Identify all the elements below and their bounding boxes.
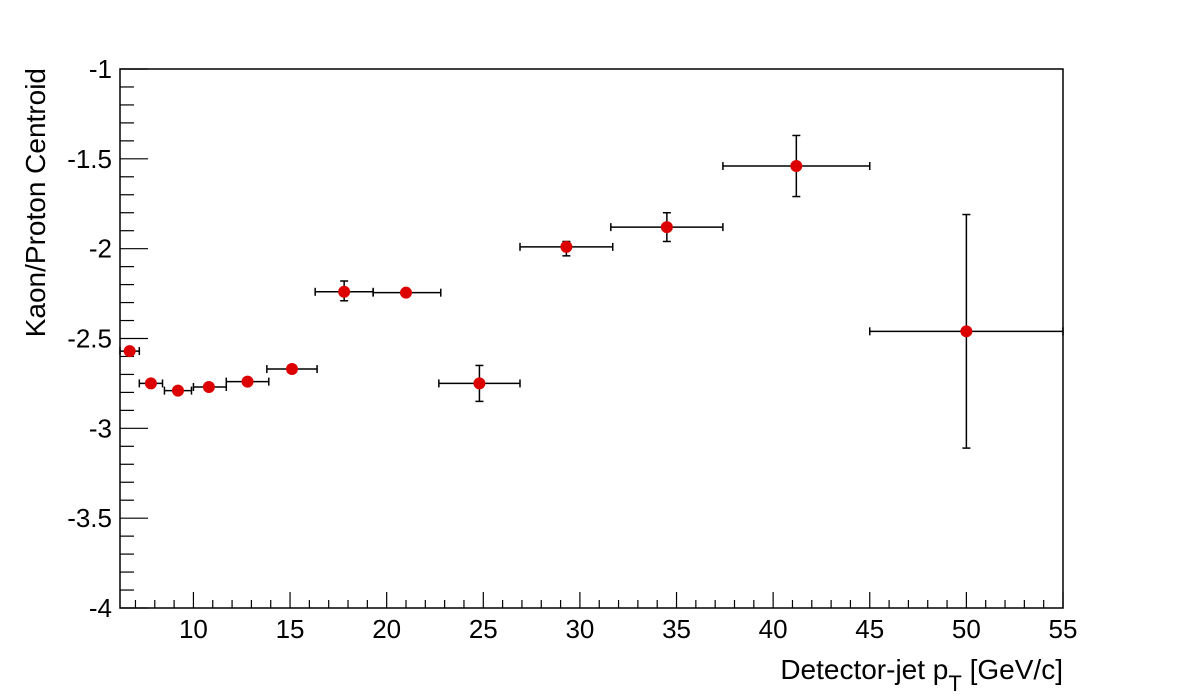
data-point	[192, 381, 228, 394]
data-points	[119, 134, 1064, 449]
x-tick-label: 45	[855, 614, 884, 644]
y-tick-label: -3.5	[67, 503, 112, 533]
x-tick-label: 30	[565, 614, 594, 644]
data-point	[138, 377, 164, 390]
marker	[241, 375, 254, 388]
x-axis-ticks: 10 15 20 25 30 35 40 45 50 55	[134, 592, 1078, 644]
x-tick-label: 35	[662, 614, 691, 644]
data-point	[225, 375, 270, 388]
x-axis-title-subscript: T	[948, 671, 961, 696]
marker	[660, 221, 673, 234]
data-point	[314, 280, 374, 302]
y-tick-label: -1	[89, 54, 112, 84]
x-axis-title-unit: [GeV/c]	[962, 654, 1063, 685]
y-tick-label: -2	[89, 234, 112, 264]
x-axis-title-main: Detector-jet p	[780, 654, 948, 685]
data-point	[869, 213, 1064, 449]
data-point	[610, 211, 724, 243]
y-tick-label: -1.5	[67, 144, 112, 174]
x-tick-label: 10	[179, 614, 208, 644]
x-tick-label: 50	[952, 614, 981, 644]
plot-frame	[119, 68, 1064, 609]
data-point	[119, 345, 141, 358]
marker	[123, 345, 136, 358]
data-point	[372, 286, 442, 299]
marker	[399, 286, 412, 299]
marker	[790, 160, 803, 173]
data-point	[519, 240, 614, 257]
x-tick-label: 15	[276, 614, 305, 644]
data-point	[722, 134, 871, 198]
marker	[473, 377, 486, 390]
x-tick-label: 20	[372, 614, 401, 644]
marker	[171, 384, 184, 397]
marker	[202, 381, 215, 394]
marker	[960, 325, 973, 338]
y-tick-label: -2.5	[67, 324, 112, 354]
y-axis-title: Kaon/Proton Centroid	[20, 68, 51, 337]
marker	[560, 240, 573, 253]
marker	[338, 285, 351, 298]
x-tick-label: 25	[469, 614, 498, 644]
x-axis-title: Detector-jet pT [GeV/c]	[780, 654, 1063, 696]
data-point	[438, 364, 521, 403]
marker	[144, 377, 157, 390]
data-point	[163, 384, 193, 397]
y-axis-ticks: -4 -3.5 -3 -2.5 -2 -1.5 -1	[67, 54, 148, 623]
x-tick-label: 55	[1049, 614, 1078, 644]
y-tick-label: -4	[89, 593, 112, 623]
y-tick-label: -3	[89, 413, 112, 443]
x-tick-label: 40	[759, 614, 788, 644]
data-point	[266, 363, 318, 376]
marker	[285, 363, 298, 376]
